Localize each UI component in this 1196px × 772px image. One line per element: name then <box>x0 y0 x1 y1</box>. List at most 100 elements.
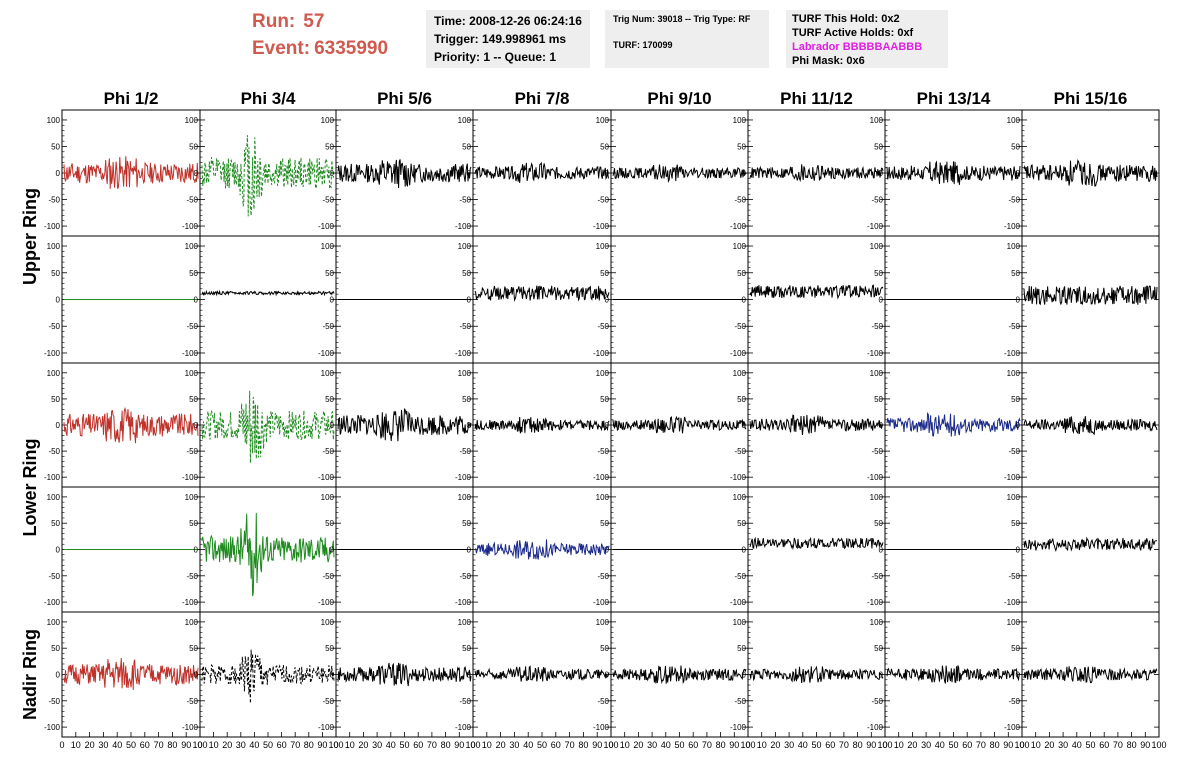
y-tick-label: 0 <box>330 169 335 178</box>
x-tick-label: 20 <box>907 740 917 750</box>
y-tick-label: 0 <box>194 169 199 178</box>
x-tick-label: 90 <box>181 740 191 750</box>
y-tick-label: 50 <box>189 644 198 653</box>
waveform-trace <box>749 284 884 300</box>
y-tick-label: 50 <box>600 142 609 151</box>
y-tick-label: -50 <box>322 572 334 581</box>
x-tick-label: 40 <box>935 740 945 750</box>
x-tick-label: 70 <box>839 740 849 750</box>
y-tick-label: 100 <box>321 369 335 378</box>
y-tick-label: 0 <box>1016 546 1021 555</box>
x-tick-label: 30 <box>236 740 246 750</box>
x-tick-label: 30 <box>784 740 794 750</box>
x-tick-label: 20 <box>633 740 643 750</box>
x-tick-label: 90 <box>454 740 464 750</box>
y-tick-label: -50 <box>871 322 883 331</box>
y-tick-label: -100 <box>182 473 199 482</box>
y-tick-label: -100 <box>1004 222 1021 231</box>
y-tick-label: 100 <box>47 242 61 251</box>
y-tick-label: 50 <box>51 142 60 151</box>
waveform-trace <box>201 512 335 597</box>
y-tick-label: -50 <box>734 322 746 331</box>
y-tick-label: -50 <box>322 697 334 706</box>
y-tick-label: -50 <box>48 697 60 706</box>
y-tick-label: -100 <box>1004 473 1021 482</box>
waveform-trace <box>201 390 335 464</box>
y-tick-label: 0 <box>194 671 199 680</box>
panel-frame <box>1021 486 1160 613</box>
y-tick-label: -50 <box>322 196 334 205</box>
x-tick-label: 0 <box>608 740 613 750</box>
x-tick-label: 100 <box>1014 740 1029 750</box>
y-tick-label: 0 <box>1016 169 1021 178</box>
y-tick-label: 0 <box>56 421 61 430</box>
ring-label: Upper Ring <box>20 188 40 285</box>
y-tick-label: 50 <box>1011 519 1020 528</box>
x-tick-label: 60 <box>551 740 561 750</box>
turf-active-holds-text: TURF Active Holds: 0xf <box>792 27 914 39</box>
y-tick-label: 50 <box>874 269 883 278</box>
y-tick-label: 0 <box>742 296 747 305</box>
y-tick-label: 100 <box>47 116 61 125</box>
y-tick-label: -50 <box>48 447 60 456</box>
waveform-trace <box>63 657 199 691</box>
y-tick-label: 50 <box>51 519 60 528</box>
run-event-header: Run: 57 Event: 6335990 <box>252 8 422 64</box>
y-tick-label: 0 <box>1016 421 1021 430</box>
waveform-trace <box>1023 416 1158 436</box>
x-tick-label: 0 <box>470 740 475 750</box>
y-tick-label: -100 <box>867 598 884 607</box>
x-tick-label: 70 <box>1113 740 1123 750</box>
y-tick-label: -100 <box>455 349 472 358</box>
x-tick-label: 40 <box>1072 740 1082 750</box>
y-tick-label: 50 <box>325 269 334 278</box>
x-tick-label: 70 <box>702 740 712 750</box>
y-tick-label: -50 <box>48 196 60 205</box>
x-tick-label: 20 <box>85 740 95 750</box>
column-title: Phi 5/6 <box>377 89 432 108</box>
y-tick-label: 0 <box>1016 296 1021 305</box>
y-tick-label: 0 <box>742 546 747 555</box>
y-tick-label: -100 <box>318 723 335 732</box>
y-tick-label: 50 <box>737 269 746 278</box>
waveform-trace <box>201 135 335 217</box>
x-tick-label: 30 <box>372 740 382 750</box>
event-value: 6335990 <box>314 38 389 59</box>
y-tick-label: 0 <box>605 421 610 430</box>
y-tick-label: 100 <box>596 493 610 502</box>
y-tick-label: 50 <box>737 519 746 528</box>
y-tick-label: -100 <box>1004 598 1021 607</box>
panel-frame <box>199 235 337 364</box>
y-tick-label: 50 <box>600 644 609 653</box>
y-tick-label: -50 <box>734 572 746 581</box>
y-tick-label: 50 <box>462 142 471 151</box>
x-tick-label: 20 <box>770 740 780 750</box>
priority-text: Priority: 1 -- Queue: 1 <box>434 50 557 64</box>
waveform-trace <box>474 285 610 302</box>
x-tick-label: 100 <box>1151 740 1166 750</box>
y-tick-label: 50 <box>600 519 609 528</box>
run-label: Run: <box>252 11 296 32</box>
y-tick-label: -50 <box>459 572 471 581</box>
y-tick-label: -100 <box>730 349 747 358</box>
x-tick-label: 100 <box>603 740 618 750</box>
y-tick-label: -100 <box>593 723 610 732</box>
y-tick-label: 100 <box>596 116 610 125</box>
waveform-trace <box>1023 285 1158 306</box>
y-tick-label: -100 <box>867 349 884 358</box>
y-tick-label: -100 <box>455 598 472 607</box>
y-tick-label: 100 <box>596 618 610 627</box>
run-value: 57 <box>303 11 325 32</box>
y-tick-label: 50 <box>325 519 334 528</box>
x-tick-label: 40 <box>523 740 533 750</box>
y-tick-label: -50 <box>1008 572 1020 581</box>
y-tick-label: 50 <box>189 269 198 278</box>
y-tick-label: -100 <box>1004 349 1021 358</box>
waveform-trace <box>201 649 335 704</box>
column-title: Phi 1/2 <box>104 89 159 108</box>
column-title: Phi 15/16 <box>1054 89 1128 108</box>
x-tick-label: 0 <box>745 740 750 750</box>
x-tick-label: 50 <box>399 740 409 750</box>
x-tick-label: 60 <box>1099 740 1109 750</box>
